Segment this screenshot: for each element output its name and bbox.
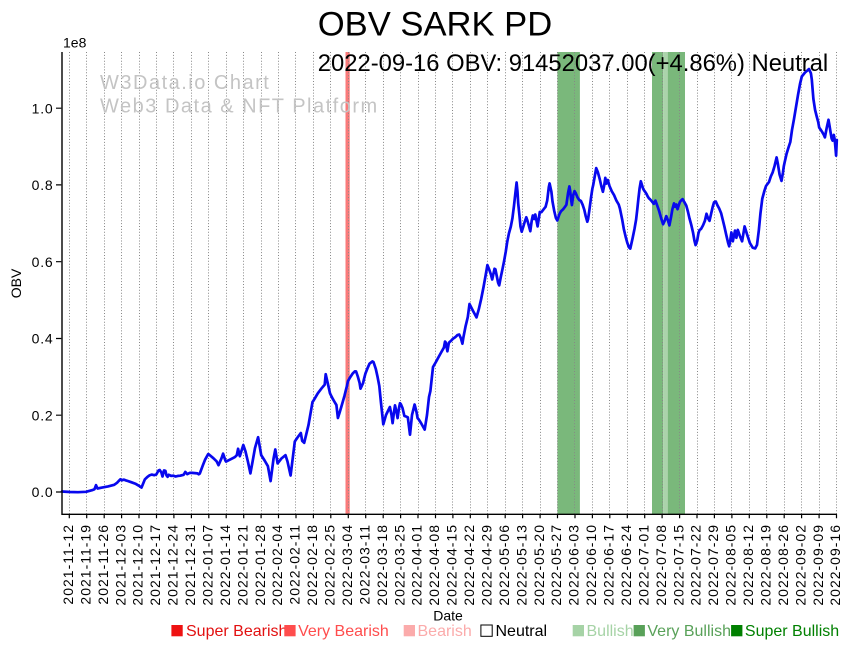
svg-text:2022-09-09: 2022-09-09 [810, 524, 826, 606]
svg-text:2022-08-19: 2022-08-19 [758, 524, 774, 606]
svg-text:Super Bearish: Super Bearish [186, 623, 287, 640]
svg-text:2022-05-20: 2022-05-20 [531, 524, 547, 606]
svg-text:2022-06-24: 2022-06-24 [618, 524, 634, 606]
svg-text:0.6: 0.6 [32, 254, 54, 270]
svg-text:2022-02-04: 2022-02-04 [269, 524, 285, 606]
svg-text:OBV: OBV [8, 268, 24, 298]
svg-text:2022-04-22: 2022-04-22 [461, 524, 477, 606]
svg-text:2022-01-28: 2022-01-28 [252, 524, 268, 606]
svg-text:Very Bullish: Very Bullish [647, 623, 731, 640]
svg-text:2022-05-27: 2022-05-27 [548, 524, 564, 606]
svg-text:Super Bullish: Super Bullish [745, 623, 839, 640]
svg-text:2022-07-08: 2022-07-08 [653, 524, 669, 606]
svg-text:1e8: 1e8 [63, 35, 87, 51]
svg-text:2022-03-25: 2022-03-25 [391, 524, 407, 606]
svg-text:2022-06-03: 2022-06-03 [566, 524, 582, 606]
svg-text:1.0: 1.0 [32, 100, 54, 116]
svg-text:Date: Date [433, 608, 463, 624]
svg-text:0.8: 0.8 [32, 177, 54, 193]
svg-text:2021-11-19: 2021-11-19 [77, 524, 93, 605]
svg-text:2022-03-18: 2022-03-18 [374, 524, 390, 606]
svg-text:2022-02-25: 2022-02-25 [322, 524, 338, 606]
svg-text:Bullish: Bullish [587, 623, 634, 640]
svg-text:2022-07-15: 2022-07-15 [670, 524, 686, 606]
svg-text:2022-04-15: 2022-04-15 [444, 524, 460, 606]
svg-text:Web3 Data & NFT Platform: Web3 Data & NFT Platform [100, 96, 379, 118]
svg-text:2022-04-01: 2022-04-01 [409, 524, 425, 606]
svg-text:2022-01-14: 2022-01-14 [217, 524, 233, 606]
svg-text:2022-02-11: 2022-02-11 [287, 524, 303, 605]
svg-text:2021-12-03: 2021-12-03 [112, 524, 128, 606]
svg-text:2021-12-24: 2021-12-24 [165, 524, 181, 606]
svg-text:2022-07-22: 2022-07-22 [688, 524, 704, 606]
svg-text:Very Bearish: Very Bearish [298, 623, 389, 640]
svg-text:Bearish: Bearish [418, 623, 472, 640]
svg-text:2022-07-01: 2022-07-01 [635, 524, 651, 606]
svg-text:2022-03-04: 2022-03-04 [339, 524, 355, 606]
svg-text:0.0: 0.0 [32, 484, 54, 500]
svg-text:2021-12-17: 2021-12-17 [147, 524, 163, 606]
svg-text:2022-03-11: 2022-03-11 [356, 524, 372, 605]
svg-text:2022-08-05: 2022-08-05 [723, 524, 739, 606]
svg-text:OBV SARK PD: OBV SARK PD [318, 6, 552, 44]
svg-text:Neutral: Neutral [496, 623, 548, 640]
svg-text:2021-11-26: 2021-11-26 [95, 524, 111, 605]
svg-text:2022-02-18: 2022-02-18 [304, 524, 320, 606]
svg-text:2022-05-06: 2022-05-06 [496, 524, 512, 606]
svg-text:2022-01-21: 2022-01-21 [234, 524, 250, 606]
svg-text:2021-11-12: 2021-11-12 [60, 524, 76, 605]
svg-text:2022-04-29: 2022-04-29 [479, 524, 495, 606]
svg-text:2022-06-10: 2022-06-10 [583, 524, 599, 606]
svg-text:0.2: 0.2 [32, 407, 54, 423]
svg-text:2022-08-26: 2022-08-26 [775, 524, 791, 606]
svg-text:2022-07-29: 2022-07-29 [705, 524, 721, 606]
svg-text:2022-09-16 OBV: 91452037.00(+4: 2022-09-16 OBV: 91452037.00(+4.86%) Neut… [318, 50, 828, 77]
svg-text:2022-09-02: 2022-09-02 [792, 524, 808, 606]
svg-text:2022-04-08: 2022-04-08 [426, 524, 442, 606]
svg-text:2022-06-17: 2022-06-17 [601, 524, 617, 606]
svg-text:2021-12-31: 2021-12-31 [182, 524, 198, 606]
svg-text:2022-01-07: 2022-01-07 [200, 524, 216, 606]
svg-text:2022-09-16: 2022-09-16 [827, 524, 843, 606]
svg-text:2021-12-10: 2021-12-10 [130, 524, 146, 606]
svg-text:0.4: 0.4 [32, 331, 54, 347]
svg-text:2022-05-13: 2022-05-13 [513, 524, 529, 606]
svg-text:W3Data.io Chart: W3Data.io Chart [100, 72, 270, 94]
svg-text:2022-08-12: 2022-08-12 [740, 524, 756, 606]
